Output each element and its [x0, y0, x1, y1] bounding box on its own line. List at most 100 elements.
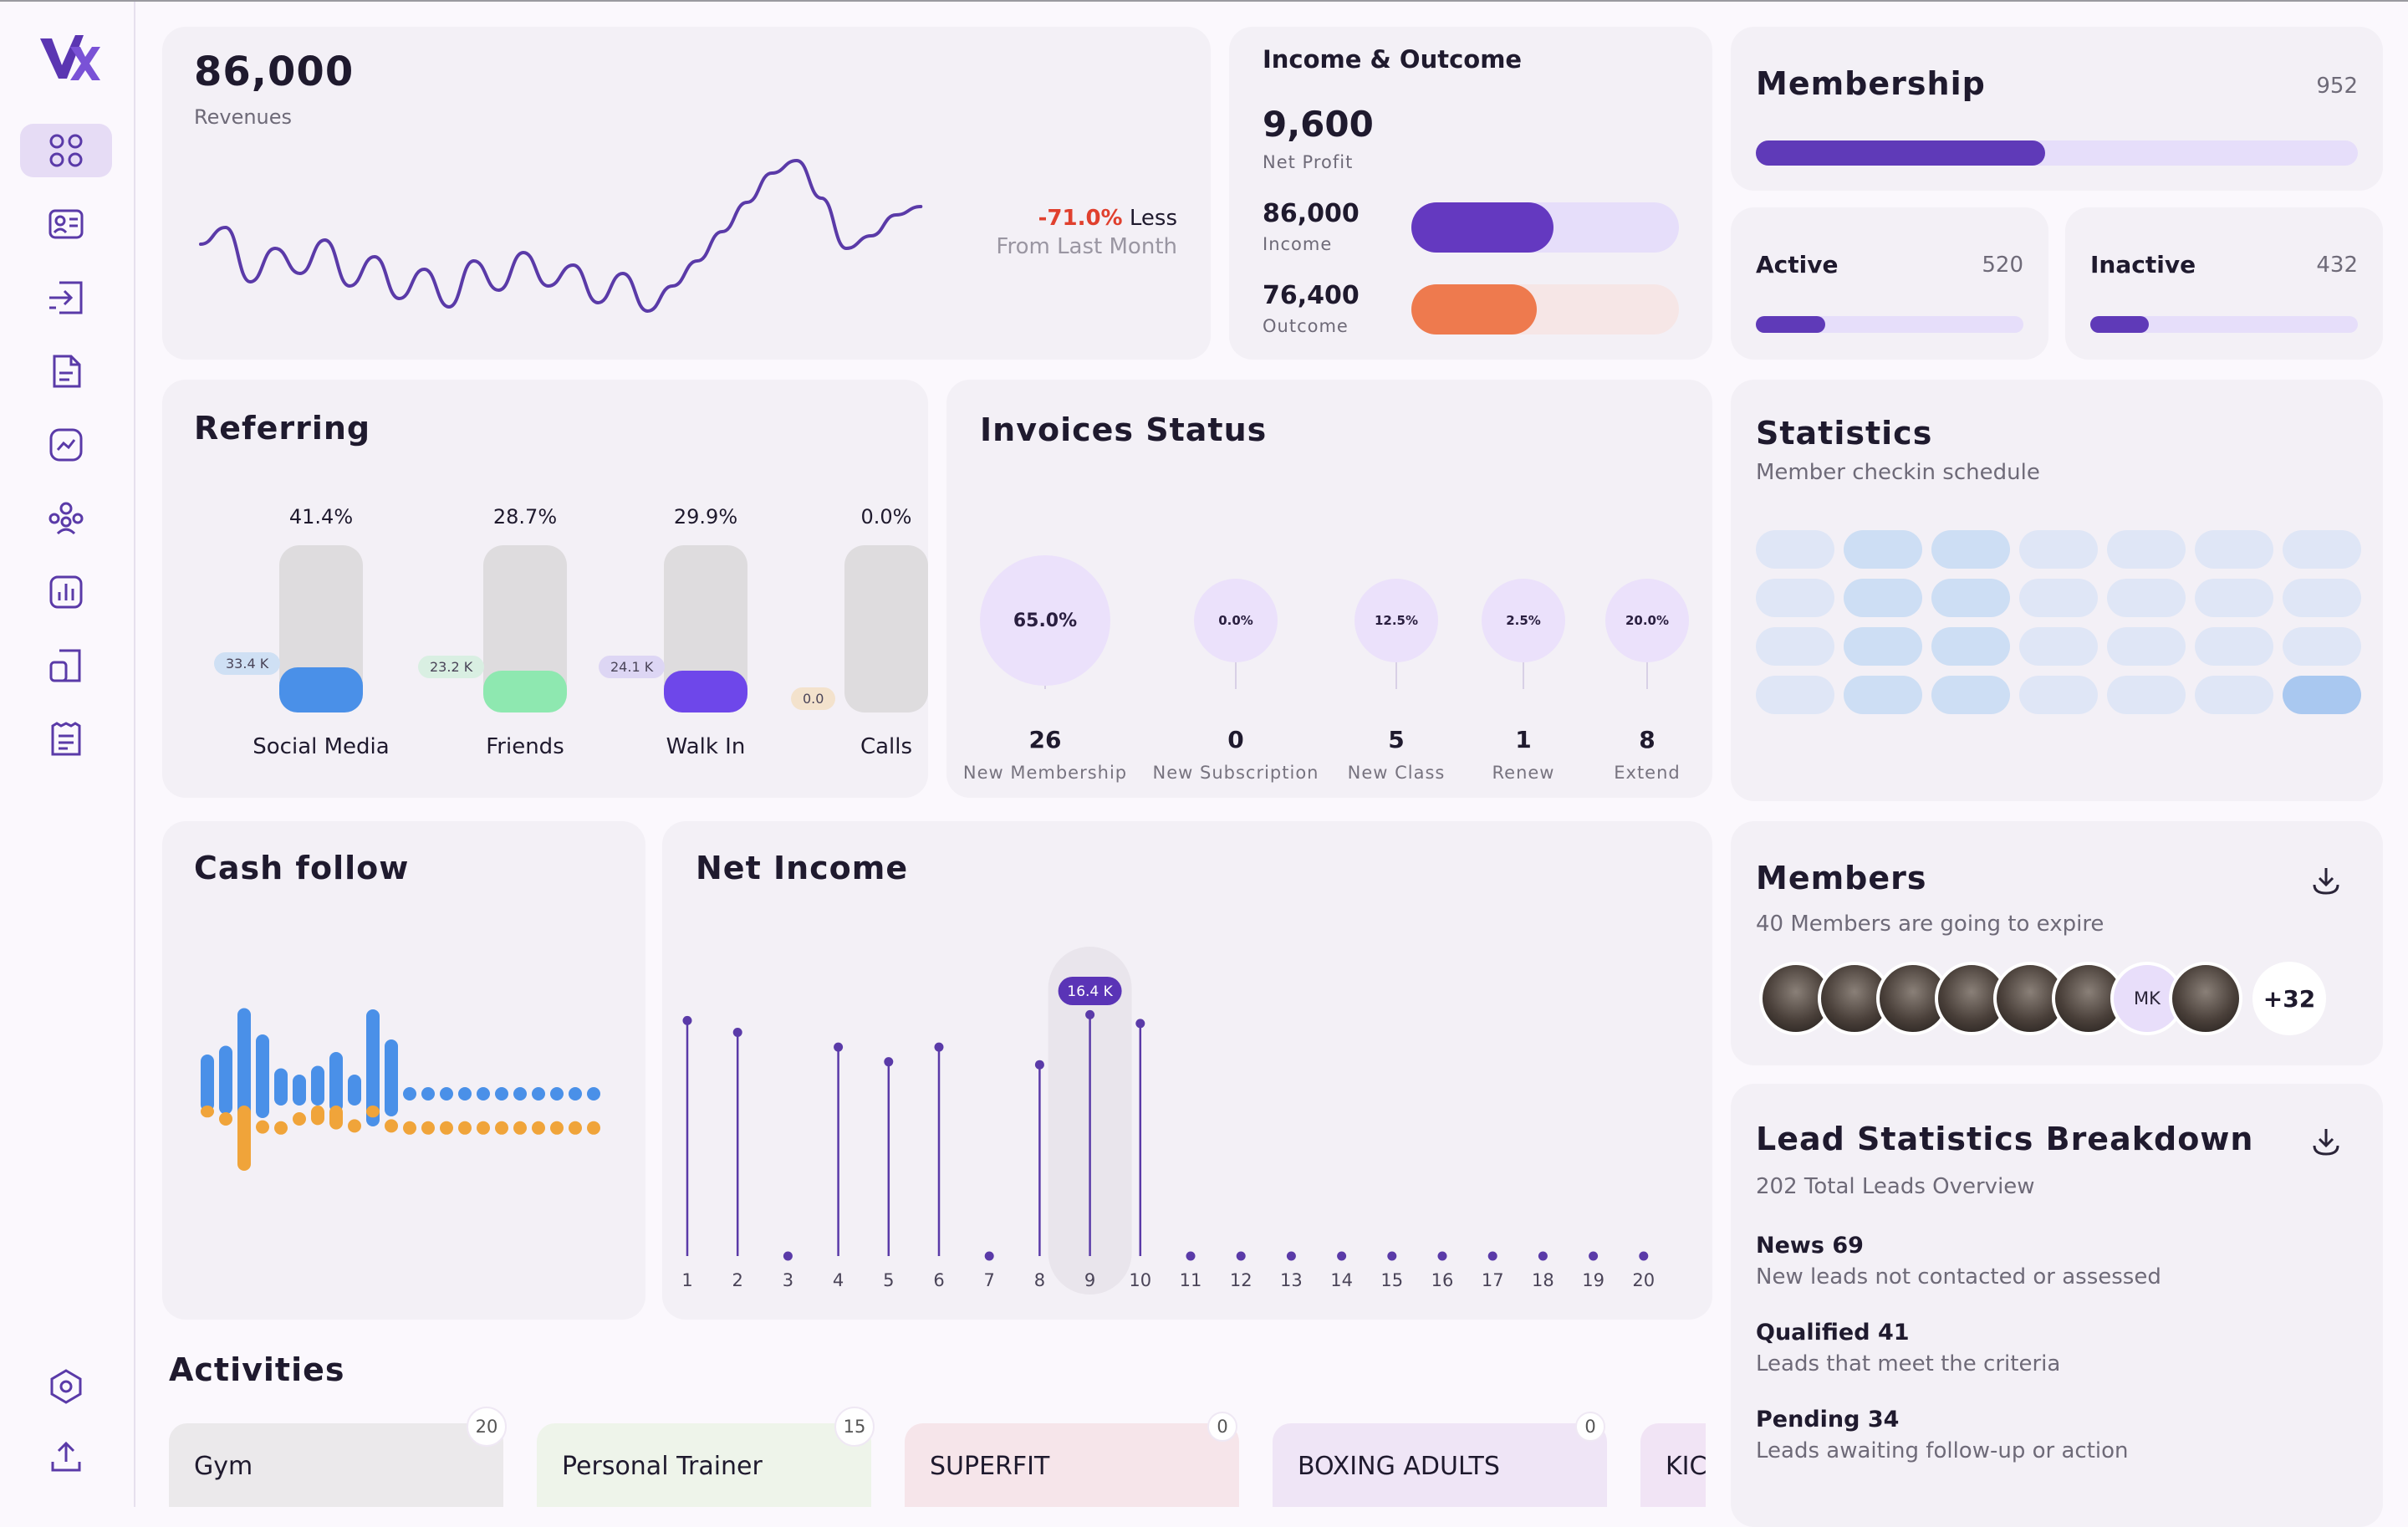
net-income-tick: 7 — [984, 1270, 995, 1290]
cashflow-in-dot — [477, 1087, 490, 1101]
revenue-label: Revenues — [194, 105, 293, 129]
bar-chart-icon — [49, 575, 83, 609]
net-income-tick: 11 — [1180, 1270, 1202, 1290]
referring-percent: 41.4% — [288, 505, 354, 529]
group-icon — [48, 502, 84, 535]
nav-groups[interactable] — [20, 492, 112, 545]
heatmap-cell — [2019, 530, 2098, 569]
net-income-tag-label: 16.4 K — [1067, 983, 1113, 1000]
invoice-count: 8 — [1639, 726, 1656, 753]
invoice-bubble: 0.0% — [1194, 579, 1278, 662]
cashflow-out-dot — [587, 1121, 600, 1135]
referring-column: 41.4% 33.4 K Social Media — [214, 505, 405, 789]
sidebar — [0, 2, 135, 1507]
activity-count: 0 — [1575, 1412, 1605, 1442]
vfx-logo[interactable] — [37, 32, 100, 84]
cashflow-in-bar — [237, 1008, 251, 1127]
net-income-point — [1639, 1251, 1649, 1261]
nav-analytics[interactable] — [20, 418, 112, 472]
cashflow-out-dot — [274, 1121, 288, 1135]
download-icon[interactable] — [2308, 1122, 2344, 1159]
activity-label: Gym — [194, 1452, 253, 1481]
cashflow-in-dot — [569, 1087, 582, 1101]
members-subtitle: 40 Members are going to expire — [1756, 912, 2104, 937]
invoice-bubble: 20.0% — [1605, 579, 1689, 662]
cashflow-out-bar — [237, 1106, 251, 1171]
cashflow-in-dot — [587, 1087, 600, 1101]
cashflow-in-bar — [329, 1052, 343, 1112]
cashflow-out-dot — [513, 1121, 527, 1135]
nav-checkin[interactable] — [20, 271, 112, 324]
revenue-value: 86,000 — [194, 49, 355, 95]
avatar[interactable] — [2169, 962, 2242, 1035]
net-income-point — [934, 1042, 944, 1052]
net-income-tick: 9 — [1084, 1270, 1095, 1290]
referring-tag: 23.2 K — [418, 656, 485, 678]
cashflow-title: Cash follow — [194, 850, 410, 886]
activity-count: 20 — [467, 1407, 507, 1447]
nav-dashboard[interactable] — [20, 124, 112, 177]
heatmap-cell — [1756, 530, 1834, 569]
cashflow-in-dot — [513, 1087, 527, 1101]
nav-members[interactable] — [20, 197, 112, 251]
cashflow-out-dot — [421, 1121, 435, 1135]
invoices-title: Invoices Status — [980, 411, 1268, 448]
invoice-connector — [1044, 686, 1046, 689]
net-income-tick: 10 — [1129, 1270, 1151, 1290]
net-income-tick: 3 — [783, 1270, 793, 1290]
net-income-point — [1034, 1060, 1044, 1070]
invoice-label: New Membership — [962, 763, 1128, 783]
invoice-label: New Class — [1347, 763, 1446, 783]
heatmap-cell — [1844, 530, 1922, 569]
activity-card-personal-trainer[interactable]: Personal Trainer — [537, 1423, 871, 1507]
download-icon[interactable] — [2308, 861, 2344, 898]
revenue-line — [199, 158, 923, 314]
net-profit-value: 9,600 — [1263, 104, 1374, 145]
activity-card-superfit[interactable]: SUPERFIT — [905, 1423, 1239, 1507]
net-income-point — [1437, 1251, 1447, 1261]
outcome-value: 76,400 — [1263, 281, 1360, 310]
cashflow-out-dot — [532, 1121, 545, 1135]
referring-percent: 28.7% — [492, 505, 558, 529]
invoice-count: 0 — [1227, 726, 1244, 753]
cashflow-out-dot — [256, 1120, 269, 1134]
referring-column: 28.7% 23.2 K Friends — [418, 505, 609, 789]
heatmap-cell — [2195, 530, 2273, 569]
activity-card-boxing-adults[interactable]: BOXING ADULTS — [1273, 1423, 1607, 1507]
lead-item-title: Qualified 41 — [1756, 1320, 1910, 1346]
membership-bar — [1756, 140, 2358, 166]
net-income-point — [1135, 1019, 1145, 1029]
membership-card: Membership 952 — [1731, 27, 2383, 191]
referring-label: Social Media — [253, 734, 390, 759]
heatmap-cell — [2107, 627, 2186, 666]
cashflow-out-dot — [348, 1119, 361, 1133]
inactive-label: Inactive — [2090, 251, 2196, 278]
nav-documents[interactable] — [20, 345, 112, 398]
members-more-button[interactable]: +32 — [2252, 962, 2326, 1035]
referring-percent: 0.0% — [860, 505, 912, 529]
cashflow-out-dot — [495, 1121, 508, 1135]
active-bar-fill — [1756, 316, 1826, 333]
cashflow-in-bar — [256, 1034, 269, 1118]
cashflow-in-bar — [348, 1075, 361, 1106]
nav-reports[interactable] — [20, 565, 112, 619]
cashflow-in-bar — [293, 1075, 306, 1106]
nav-devices[interactable] — [20, 639, 112, 692]
heatmap-cell — [1931, 530, 2010, 569]
activity-card-gym[interactable]: Gym — [169, 1423, 503, 1507]
net-income-point — [1589, 1251, 1599, 1261]
activity-card-kic[interactable]: KIC — [1640, 1423, 1706, 1507]
cashflow-out-bar — [311, 1106, 324, 1126]
cashflow-in-dot — [403, 1087, 416, 1101]
net-income-point — [1085, 1009, 1095, 1019]
net-income-point — [682, 1015, 692, 1025]
inactive-bar-fill — [2090, 316, 2150, 333]
clipboard-icon — [51, 722, 81, 756]
net-income-title: Net Income — [696, 850, 909, 886]
member-card-icon — [48, 209, 84, 239]
heatmap-cell — [2019, 627, 2098, 666]
nav-settings[interactable] — [20, 1360, 112, 1413]
nav-tasks[interactable] — [20, 712, 112, 766]
nav-upload[interactable] — [20, 1430, 112, 1484]
